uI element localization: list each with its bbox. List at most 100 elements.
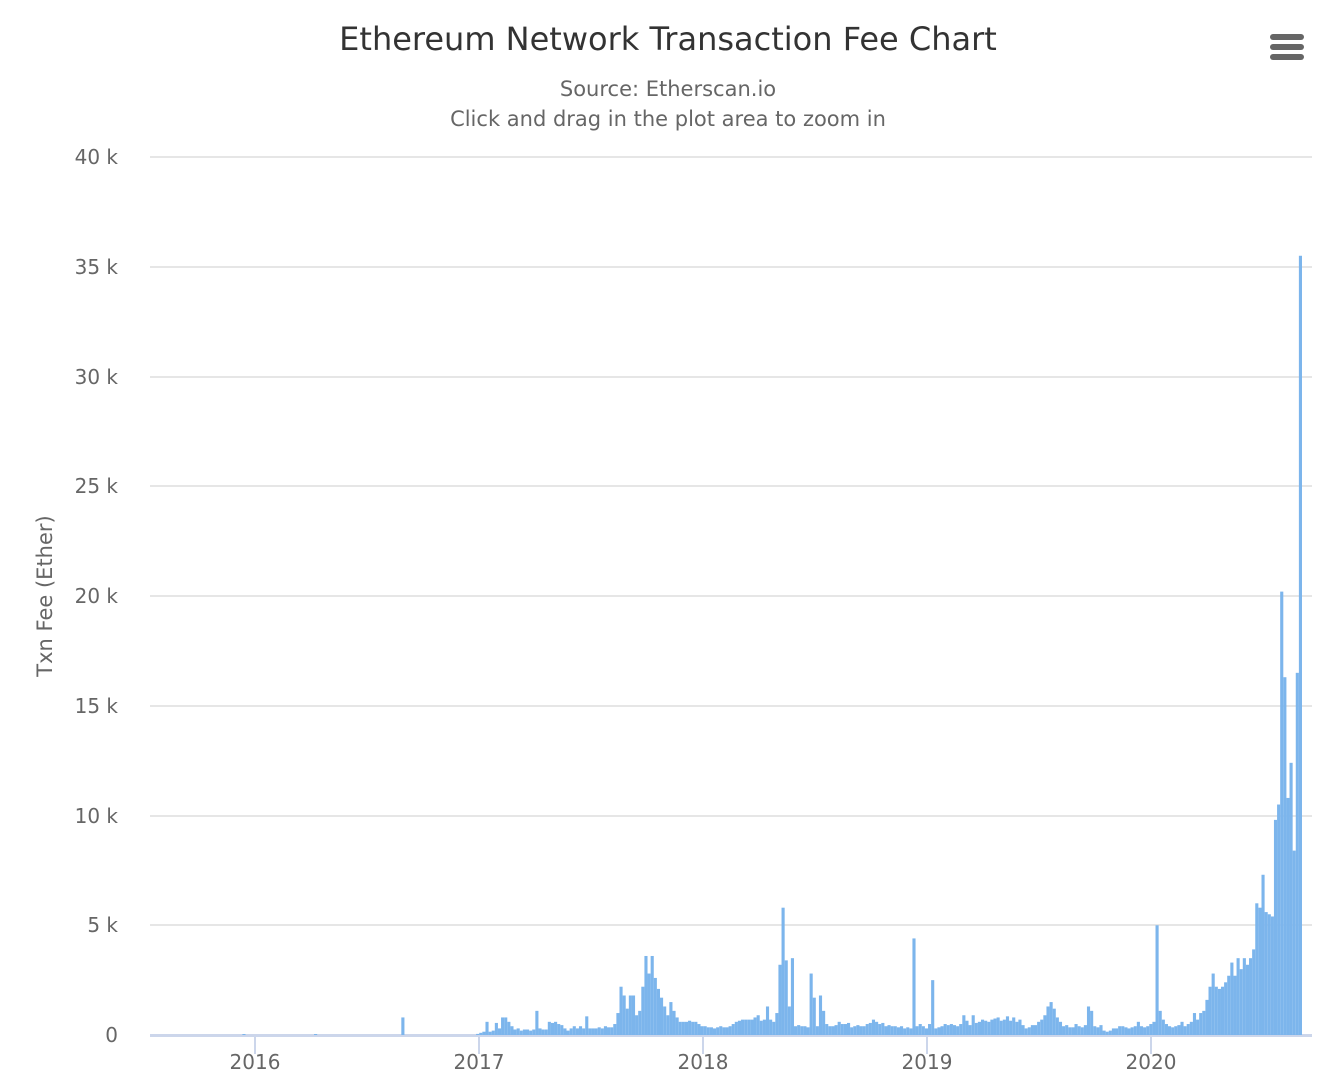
fee-bar[interactable]	[1286, 797, 1290, 1035]
fee-bar[interactable]	[1239, 969, 1243, 1035]
fee-bar[interactable]	[741, 1019, 745, 1035]
fee-bar[interactable]	[656, 988, 660, 1035]
fee-bar[interactable]	[716, 1027, 720, 1035]
fee-bar[interactable]	[949, 1024, 953, 1035]
fee-bar[interactable]	[794, 1026, 798, 1035]
fee-bar[interactable]	[669, 1002, 673, 1036]
fee-bar[interactable]	[993, 1018, 997, 1035]
fee-bar[interactable]	[675, 1017, 679, 1035]
fee-bar[interactable]	[1127, 1028, 1131, 1035]
fee-bar[interactable]	[619, 986, 623, 1035]
fee-bar[interactable]	[734, 1021, 738, 1035]
fee-bar[interactable]	[912, 938, 916, 1035]
fee-bar[interactable]	[850, 1027, 854, 1035]
fee-bar[interactable]	[572, 1026, 576, 1035]
fee-bar[interactable]	[812, 997, 816, 1035]
fee-bar[interactable]	[585, 1016, 589, 1035]
fee-bar[interactable]	[1202, 1010, 1206, 1035]
fee-bar[interactable]	[1040, 1019, 1044, 1035]
fee-bar[interactable]	[709, 1027, 713, 1035]
fee-bar[interactable]	[1295, 672, 1299, 1036]
fee-bar[interactable]	[578, 1026, 583, 1035]
fee-bar[interactable]	[588, 1028, 592, 1035]
fee-bar[interactable]	[1143, 1027, 1147, 1035]
fee-bar[interactable]	[1277, 804, 1281, 1035]
fee-bar[interactable]	[616, 1013, 620, 1035]
fee-bar[interactable]	[691, 1021, 695, 1035]
fee-bar[interactable]	[1252, 949, 1256, 1035]
fee-bar[interactable]	[1211, 973, 1215, 1035]
fee-bar[interactable]	[622, 995, 626, 1035]
fee-bar[interactable]	[1298, 255, 1302, 1035]
fee-bar[interactable]	[681, 1021, 685, 1035]
fee-bar[interactable]	[594, 1028, 598, 1035]
fee-bar[interactable]	[778, 964, 782, 1035]
fee-bar[interactable]	[554, 1021, 558, 1035]
fee-bar[interactable]	[1018, 1019, 1022, 1035]
fee-bar[interactable]	[737, 1020, 742, 1035]
fee-bar[interactable]	[1065, 1025, 1069, 1035]
fee-bar[interactable]	[1249, 958, 1253, 1035]
fee-bar[interactable]	[965, 1020, 969, 1035]
fee-bar[interactable]	[1133, 1026, 1137, 1035]
fee-bar[interactable]	[1233, 975, 1237, 1036]
fee-bar[interactable]	[1074, 1024, 1078, 1035]
fee-bar[interactable]	[1121, 1026, 1125, 1035]
fee-bar[interactable]	[600, 1028, 604, 1035]
fee-bar[interactable]	[557, 1024, 561, 1035]
fee-bar[interactable]	[635, 1015, 639, 1035]
fee-bar[interactable]	[815, 1026, 819, 1035]
fee-bar[interactable]	[582, 1028, 586, 1035]
fee-bar[interactable]	[1174, 1026, 1178, 1035]
fee-bar[interactable]	[1149, 1024, 1153, 1035]
fee-bar[interactable]	[688, 1020, 692, 1035]
fee-bar[interactable]	[946, 1025, 950, 1035]
fee-bar[interactable]	[903, 1028, 907, 1035]
fee-bar[interactable]	[563, 1028, 567, 1035]
fee-bar[interactable]	[924, 1028, 929, 1035]
fee-bar[interactable]	[1099, 1025, 1103, 1035]
fee-bar[interactable]	[694, 1021, 698, 1035]
fee-bar[interactable]	[1062, 1026, 1066, 1035]
fee-bar[interactable]	[1115, 1028, 1119, 1035]
fee-bar[interactable]	[865, 1024, 869, 1035]
fee-bar[interactable]	[1220, 986, 1225, 1035]
fee-bar[interactable]	[753, 1017, 757, 1035]
fee-bar[interactable]	[722, 1027, 726, 1035]
fee-bar[interactable]	[765, 1006, 770, 1036]
fee-bar[interactable]	[828, 1026, 832, 1035]
fee-bar[interactable]	[871, 1019, 876, 1035]
fee-bar[interactable]	[1093, 1026, 1097, 1035]
fee-bar[interactable]	[884, 1026, 888, 1035]
fee-bar[interactable]	[1108, 1030, 1112, 1035]
fee-bar[interactable]	[1102, 1030, 1106, 1035]
fee-bar[interactable]	[547, 1021, 551, 1035]
fee-bar[interactable]	[513, 1029, 517, 1035]
fee-bar[interactable]	[800, 1026, 804, 1035]
fee-bar[interactable]	[822, 1010, 826, 1035]
fee-bar[interactable]	[1046, 1006, 1050, 1036]
hamburger-menu-icon[interactable]	[1270, 34, 1308, 64]
fee-bar[interactable]	[1230, 962, 1234, 1036]
fee-bar[interactable]	[663, 1006, 667, 1036]
fee-bar[interactable]	[974, 1022, 978, 1035]
fee-bar[interactable]	[790, 958, 795, 1035]
fee-bar[interactable]	[712, 1028, 717, 1035]
fee-bar[interactable]	[1049, 1002, 1053, 1036]
fee-bar[interactable]	[507, 1021, 511, 1035]
fee-bar[interactable]	[1146, 1026, 1150, 1035]
fee-bar[interactable]	[560, 1025, 564, 1035]
fee-bar[interactable]	[538, 1028, 542, 1035]
fee-bar[interactable]	[809, 973, 813, 1035]
fee-bar[interactable]	[1258, 907, 1262, 1035]
fee-bar[interactable]	[1208, 986, 1212, 1035]
fee-bar[interactable]	[825, 1024, 829, 1035]
fee-bar[interactable]	[962, 1015, 966, 1035]
fee-bar[interactable]	[1152, 1021, 1156, 1035]
fee-bar[interactable]	[591, 1028, 595, 1035]
fee-bar[interactable]	[859, 1026, 863, 1035]
fee-bar[interactable]	[485, 1021, 489, 1035]
fee-bar[interactable]	[706, 1027, 710, 1035]
fee-bar[interactable]	[1236, 958, 1240, 1035]
fee-bar[interactable]	[981, 1019, 985, 1035]
